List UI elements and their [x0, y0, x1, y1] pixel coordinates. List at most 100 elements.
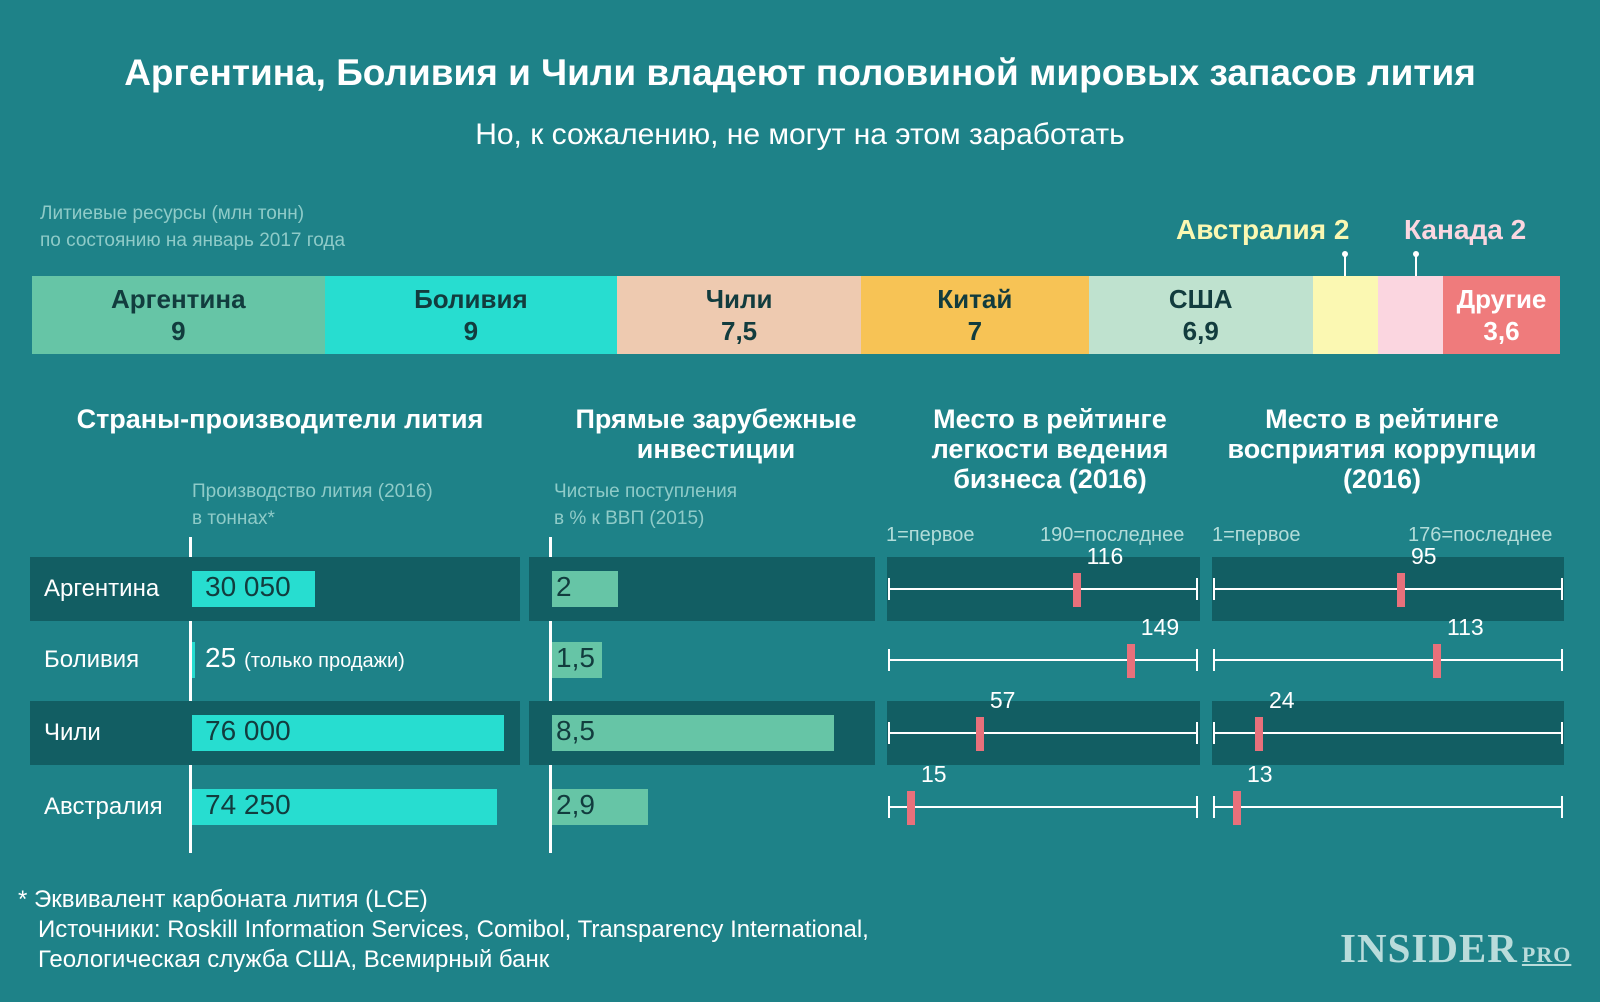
business-rank-value: 15 [921, 761, 947, 787]
country-label: Австралия [44, 793, 163, 820]
business-rank-end-tick [1196, 578, 1198, 600]
footnote: * Эквивалент карбоната лития (LCE) Источ… [18, 885, 869, 975]
business-rank-line [888, 806, 1198, 808]
corruption-rank-value: 13 [1247, 761, 1273, 787]
corruption-rank-end-tick [1561, 649, 1563, 671]
production-value: 76 000 [205, 715, 291, 746]
business-rank-start-tick [888, 578, 890, 600]
resource-segment-value: 9 [463, 316, 479, 346]
callout-australia-tick [1344, 254, 1346, 276]
fdi-axis [549, 537, 552, 853]
corruption-rank-marker [1397, 573, 1405, 607]
resources-caption: Литиевые ресурсы (млн тонн) по состоянию… [40, 200, 345, 254]
corruption-rank-end-tick [1561, 796, 1563, 818]
fdi-value: 2,9 [556, 789, 595, 820]
production-caption-line2: в тоннах* [192, 508, 275, 529]
corruption-rank-start-tick [1213, 578, 1215, 600]
business-first-label: 1=первое [886, 524, 975, 546]
fdi-value: 1,5 [556, 642, 595, 673]
callout-canada-dot [1413, 251, 1419, 257]
resource-segment-name: США [1168, 284, 1233, 314]
production-caption: Производство лития (2016) в тоннах* [192, 478, 433, 532]
resource-segment-name: Другие [1456, 284, 1547, 314]
fdi-bar [552, 571, 619, 607]
corruption-rank-marker [1255, 717, 1263, 751]
production-value: 30 050 [205, 571, 291, 602]
production-note: (только продажи) [244, 650, 405, 672]
business-rank-marker [1126, 644, 1135, 678]
insider-pro-logo: INSIDER PRO [1340, 924, 1571, 972]
callout-canada: Канада 2 [1404, 214, 1527, 245]
footnote-line2: Источники: Roskill Information Services,… [38, 916, 869, 943]
business-rank-value: 149 [1140, 614, 1180, 640]
resource-segment-value: 6,9 [1182, 316, 1219, 346]
corruption-rank-start-tick [1213, 796, 1215, 818]
column-title-fdi: Прямые зарубежные инвестиции [575, 404, 857, 464]
corruption-first-label: 1=первое [1212, 524, 1301, 546]
resource-segment-name: Чили [705, 284, 773, 314]
fdi-caption-line2: в % к ВВП (2015) [554, 508, 705, 529]
business-last-label: 190=последнее [1040, 524, 1185, 546]
corruption-rank-value: 24 [1269, 687, 1295, 713]
corruption-rank-marker [1233, 791, 1241, 825]
resources-caption-line1: Литиевые ресурсы (млн тонн) [40, 203, 305, 224]
business-rank-end-tick [1196, 722, 1198, 744]
footnote-line3: Геологическая служба США, Всемирный банк [38, 946, 550, 973]
fdi-bar [552, 789, 649, 825]
callout-australia-dot [1342, 251, 1348, 257]
corruption-rank-marker [1433, 644, 1441, 678]
resource-segment-value: 9 [171, 316, 186, 346]
production-caption-line1: Производство лития (2016) [192, 481, 433, 502]
corruption-rank-start-tick [1213, 722, 1215, 744]
resource-segment: Боливия 9 [324, 276, 618, 354]
business-rank-marker [907, 791, 915, 825]
corruption-last-label: 176=последнее [1408, 524, 1553, 546]
resource-segment-name: Боливия [414, 284, 528, 314]
business-rank-line [888, 732, 1198, 734]
resource-segment-value: 7 [967, 316, 983, 346]
resource-segment-value: 7,5 [721, 316, 758, 346]
resource-segment: США 6,9 [1088, 276, 1313, 354]
resource-segment: Аргентина 9 [32, 276, 325, 354]
callout-australia: Австралия 2 [1176, 214, 1350, 245]
business-rank-start-tick [888, 649, 890, 671]
corruption-rank-start-tick [1213, 649, 1215, 671]
business-rank-value: 57 [989, 687, 1016, 713]
fdi-bar [552, 642, 602, 678]
business-rank-value: 116 [1086, 543, 1124, 569]
business-rank-line [888, 588, 1198, 590]
fdi-value: 8,5 [556, 715, 595, 746]
country-label: Боливия [44, 646, 140, 673]
corruption-rank-line [1213, 732, 1563, 734]
resource-segment: Чили 7,5 [617, 276, 861, 354]
production-bar [192, 789, 497, 825]
country-label: Аргентина [44, 575, 160, 602]
footnote-line1: * Эквивалент карбоната лития (LCE) [18, 886, 428, 913]
corruption-rank-value: 95 [1411, 543, 1437, 569]
business-rank-line [888, 659, 1198, 661]
fdi-value: 2 [556, 571, 572, 602]
business-rank-marker [975, 717, 984, 751]
fdi-bar [552, 715, 834, 751]
column-title-business: Место в рейтинге легкости ведения бизнес… [931, 404, 1169, 494]
fdi-caption: Чистые поступления в % к ВВП (2015) [554, 478, 737, 532]
column-title-corruption: Место в рейтинге восприятия коррупции (2… [1227, 404, 1537, 494]
corruption-rank-value: 113 [1447, 614, 1484, 640]
business-rank-end-tick [1196, 649, 1198, 671]
logo-suffix: PRO [1521, 942, 1572, 967]
page-title: Аргентина, Боливия и Чили владеют полови… [124, 52, 1476, 93]
business-rank-marker [1072, 573, 1081, 607]
production-bar [192, 642, 195, 678]
resource-segment: Другие 3,6 [1443, 276, 1560, 354]
production-bar [192, 571, 316, 607]
resource-segment-value: 3,6 [1483, 316, 1520, 346]
production-bar [192, 715, 504, 751]
callout-canada-tick [1415, 254, 1417, 276]
corruption-rank-line [1213, 806, 1563, 808]
production-axis [189, 537, 192, 853]
business-rank-start-tick [888, 722, 890, 744]
page-subtitle: Но, к сожалению, не могут на этом зарабо… [475, 118, 1125, 151]
business-rank-end-tick [1196, 796, 1198, 818]
resource-segment-name: Аргентина [111, 284, 246, 314]
fdi-caption-line1: Чистые поступления [554, 481, 738, 502]
